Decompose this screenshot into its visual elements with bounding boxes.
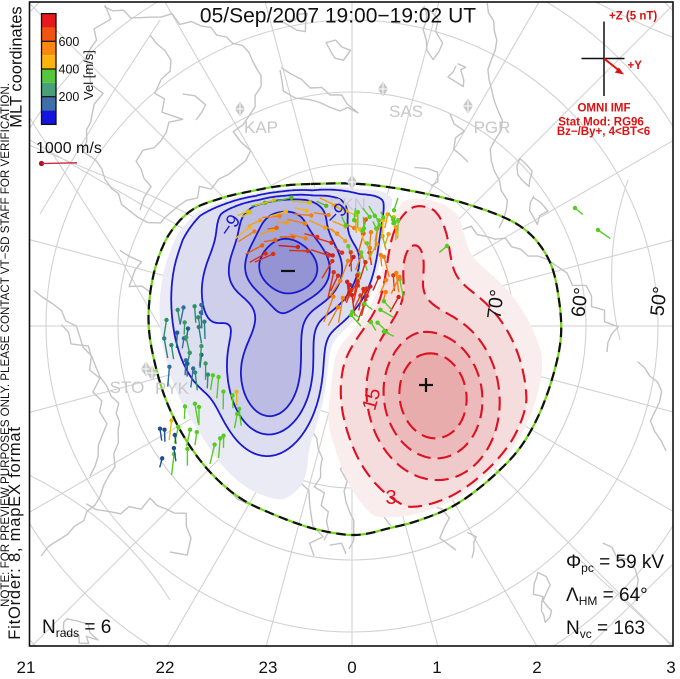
svg-text:ΛHM = 64°: ΛHM = 64° [566, 585, 648, 608]
svg-text:KAP: KAP [244, 118, 278, 137]
svg-text:22: 22 [156, 658, 175, 674]
svg-text:60°: 60° [567, 286, 592, 318]
svg-text:STO: STO [110, 378, 145, 397]
svg-text:FitOrder: 8, mapEX format: FitOrder: 8, mapEX format [6, 426, 24, 639]
svg-text:Bz−/By+, 4<BT<6: Bz−/By+, 4<BT<6 [557, 126, 650, 138]
svg-text:1: 1 [432, 658, 441, 674]
svg-text:OMNI IMF: OMNI IMF [577, 103, 630, 115]
svg-text:0: 0 [347, 658, 356, 674]
svg-text:2: 2 [532, 658, 541, 674]
svg-text:SAS: SAS [389, 102, 423, 121]
svg-text:+Z (5 nT): +Z (5 nT) [609, 11, 657, 23]
svg-text:400: 400 [59, 63, 80, 77]
svg-text:200: 200 [59, 90, 80, 104]
svg-text:50°: 50° [646, 285, 671, 317]
svg-text:Vel [m/s]: Vel [m/s] [81, 50, 96, 100]
svg-text:23: 23 [259, 658, 278, 674]
svg-text:21: 21 [17, 658, 36, 674]
svg-text:PYK: PYK [155, 379, 190, 398]
svg-text:1000 m/s: 1000 m/s [36, 140, 102, 157]
svg-text:Nvc = 163: Nvc = 163 [566, 618, 645, 641]
svg-text:PGR: PGR [474, 118, 511, 137]
svg-text:3: 3 [385, 487, 396, 509]
svg-text:05/Sep/2007 19:00−19:02 UT: 05/Sep/2007 19:00−19:02 UT [200, 5, 476, 28]
svg-text:3: 3 [666, 658, 675, 674]
svg-text:70°: 70° [483, 288, 508, 320]
svg-text:Φpc = 59 kV: Φpc = 59 kV [566, 552, 664, 575]
svg-text:600: 600 [59, 35, 80, 49]
svg-text:MLT coordinates: MLT coordinates [8, 6, 26, 127]
svg-text:+Y: +Y [628, 60, 643, 72]
